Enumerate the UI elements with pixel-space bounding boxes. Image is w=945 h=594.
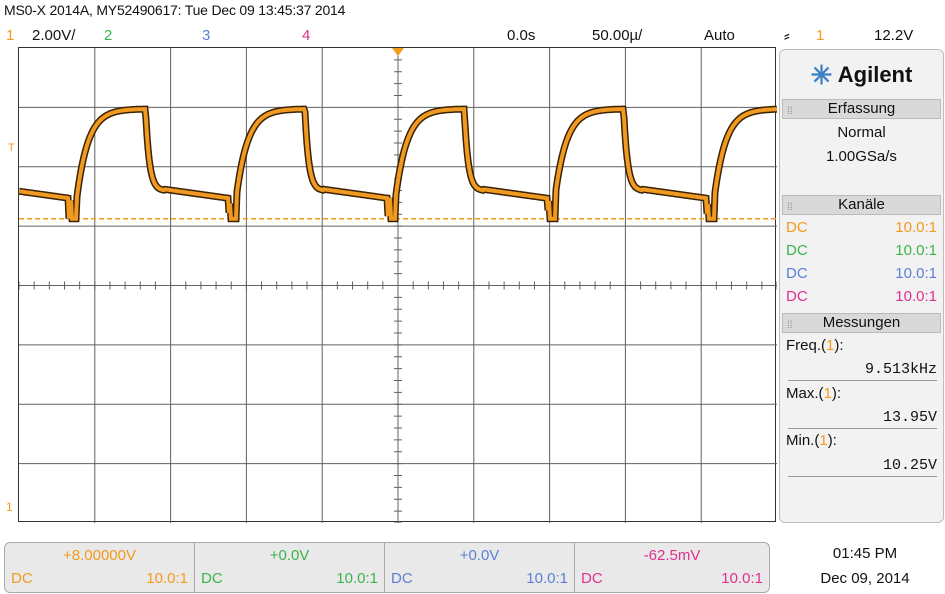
ch1-bottom-probe: 10.0:1 [146, 570, 188, 587]
ch1-probe[interactable]: 10.0:1 [895, 219, 937, 236]
ch4-bottom-coupling: DC [581, 570, 603, 587]
ch1-trace [19, 107, 777, 221]
measurements-header-label: Messungen [822, 314, 901, 331]
max-source: 1 [823, 385, 832, 402]
ch4-number[interactable]: 4 [302, 27, 311, 44]
ch4-bottom-probe: 10.0:1 [721, 570, 763, 587]
ch3-summary[interactable]: +0.0V DC 10.0:1 [385, 543, 575, 592]
agilent-spark-icon: ✳ [810, 60, 833, 90]
waveform-display[interactable] [18, 47, 777, 523]
ch1-scale[interactable]: 2.00V/ [32, 27, 76, 44]
ch1-bottom-coupling: DC [11, 570, 33, 587]
freq-label-text: Freq.( [786, 337, 827, 354]
ch3-probe[interactable]: 10.0:1 [895, 265, 937, 282]
ch3-offset: +0.0V [459, 547, 500, 564]
ch4-coupling[interactable]: DC [786, 288, 808, 305]
max-label-end: ): [831, 385, 842, 402]
grip-icon: ⁞⁞ [787, 202, 793, 213]
ch2-coupling[interactable]: DC [786, 242, 808, 259]
clock-date: Dec 09, 2014 [820, 570, 910, 587]
max-label-text: Max.( [786, 385, 824, 402]
trigger-mode[interactable]: Auto [704, 27, 735, 44]
channels-header-label: Kanäle [838, 196, 885, 213]
graticule [19, 48, 777, 523]
trigger-source[interactable]: 1 [816, 27, 825, 44]
min-divider [788, 476, 937, 477]
ch1-coupling[interactable]: DC [786, 219, 808, 236]
rising-edge-icon[interactable]: ⸗ [784, 26, 790, 45]
waveform-svg [19, 48, 777, 523]
ch3-bottom-coupling: DC [391, 570, 413, 587]
agilent-logo: ✳ Agilent [780, 56, 943, 94]
min-label-text: Min.( [786, 432, 820, 449]
trigger-level[interactable]: 12.2V [874, 27, 914, 44]
trigger-position-marker[interactable] [392, 48, 404, 56]
channels-header[interactable]: ⁞⁞ Kanäle [782, 195, 941, 215]
brand-name: Agilent [837, 62, 913, 87]
ch3-coupling[interactable]: DC [786, 265, 808, 282]
clock-time: 01:45 PM [832, 545, 898, 562]
freq-label: Freq.(1): [786, 337, 844, 354]
measurements-header[interactable]: ⁞⁞ Messungen [782, 313, 941, 333]
min-label-end: ): [827, 432, 837, 449]
ch1-offset: +8.00000V [63, 547, 136, 564]
ch4-summary[interactable]: -62.5mV DC 10.0:1 [575, 543, 769, 592]
min-label: Min.(1): [786, 432, 837, 449]
window-title: MS0-X 2014A, MY52490617: Tue Dec 09 13:4… [4, 2, 346, 18]
max-label: Max.(1): [786, 385, 841, 402]
time-offset[interactable]: 0.0s [507, 27, 536, 44]
acquisition-rate: 1.00GSa/s [826, 148, 897, 165]
freq-value: 9.513kHz [864, 361, 937, 378]
ch2-bottom-coupling: DC [201, 570, 223, 587]
ch1-ground-marker[interactable]: 1 [6, 500, 13, 514]
ch4-offset: -62.5mV [643, 547, 701, 564]
ch1-number[interactable]: 1 [6, 27, 15, 44]
grip-icon: ⁞⁞ [787, 106, 793, 117]
ch2-offset: +0.0V [269, 547, 310, 564]
grip-icon: ⁞⁞ [787, 320, 793, 331]
min-value: 10.25V [882, 457, 937, 474]
acquisition-mode: Normal [837, 124, 886, 141]
freq-divider [788, 380, 937, 381]
ch2-probe[interactable]: 10.0:1 [895, 242, 937, 259]
right-panel: ✳ Agilent ⁞⁞ Erfassung Normal 1.00GSa/s … [779, 49, 944, 523]
ch4-probe[interactable]: 10.0:1 [895, 288, 937, 305]
min-source: 1 [819, 432, 828, 449]
acquisition-header-label: Erfassung [827, 100, 896, 117]
acquisition-header[interactable]: ⁞⁞ Erfassung [782, 99, 941, 119]
ch2-summary[interactable]: +0.0V DC 10.0:1 [195, 543, 385, 592]
trigger-level-marker[interactable]: T [8, 142, 15, 154]
ch2-bottom-probe: 10.0:1 [336, 570, 378, 587]
freq-source: 1 [826, 337, 835, 354]
ch3-number[interactable]: 3 [202, 27, 211, 44]
ch1-summary[interactable]: +8.00000V DC 10.0:1 [5, 543, 195, 592]
time-scale[interactable]: 50.00µ/ [592, 27, 643, 44]
ch3-bottom-probe: 10.0:1 [526, 570, 568, 587]
max-divider [788, 428, 937, 429]
max-value: 13.95V [882, 409, 937, 426]
ch2-number[interactable]: 2 [104, 27, 113, 44]
channel-bar: +8.00000V DC 10.0:1 +0.0V DC 10.0:1 +0.0… [4, 542, 770, 593]
freq-label-end: ): [834, 337, 844, 354]
